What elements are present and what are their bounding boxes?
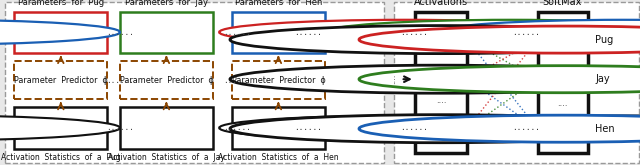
Bar (232, 61, 324, 99)
Bar (232, 12, 324, 53)
Text: ....: .... (436, 96, 446, 105)
Bar (15, 107, 107, 148)
Bar (415, 12, 467, 153)
Ellipse shape (0, 115, 8, 140)
Bar (394, 2, 639, 163)
Text: ......: ...... (223, 123, 251, 132)
Ellipse shape (359, 115, 640, 142)
Bar (232, 107, 324, 148)
Text: ....: .... (557, 99, 568, 108)
Bar (15, 12, 107, 53)
Bar (120, 12, 212, 53)
Text: Parameters  for  Pug: Parameters for Pug (18, 0, 104, 7)
Text: ......: ...... (512, 28, 540, 37)
Text: ......: ...... (512, 123, 540, 132)
Text: ......: ...... (223, 76, 251, 84)
Ellipse shape (359, 66, 640, 93)
Ellipse shape (437, 20, 640, 45)
Text: Parameters  for  Jay: Parameters for Jay (125, 0, 208, 7)
Text: ......: ...... (294, 123, 323, 132)
Text: Hen: Hen (595, 124, 615, 134)
Text: Parameter  Predictor  ϕ: Parameter Predictor ϕ (120, 76, 213, 84)
Bar (120, 61, 212, 99)
Bar (120, 107, 212, 148)
Text: Pug: Pug (595, 35, 614, 45)
Text: Activations: Activations (414, 0, 468, 7)
Ellipse shape (325, 20, 640, 45)
Text: ......: ...... (106, 28, 134, 37)
Bar (538, 12, 588, 153)
Ellipse shape (0, 20, 8, 45)
Text: Activation  Statistics  of  a  Hen: Activation Statistics of a Hen (218, 153, 339, 162)
Ellipse shape (437, 115, 640, 140)
Bar (15, 61, 107, 99)
Text: ....: .... (388, 74, 397, 84)
Text: Parameters  for  Hen: Parameters for Hen (235, 0, 322, 7)
Ellipse shape (230, 65, 640, 93)
Bar (5, 2, 384, 163)
Text: ......: ...... (400, 28, 428, 37)
Text: ......: ...... (400, 123, 428, 132)
Ellipse shape (0, 20, 120, 45)
Ellipse shape (230, 115, 640, 143)
Text: Activation  Statistics  of  a  Pug: Activation Statistics of a Pug (1, 153, 120, 162)
Ellipse shape (0, 115, 120, 140)
Ellipse shape (219, 115, 591, 140)
Text: Jay: Jay (595, 74, 610, 84)
Text: Parameter  Predictor  ϕ: Parameter Predictor ϕ (14, 76, 108, 84)
Text: ......: ...... (294, 28, 323, 37)
Ellipse shape (359, 26, 640, 53)
Text: ......: ...... (106, 76, 134, 84)
Text: ......: ...... (223, 28, 251, 37)
Ellipse shape (325, 115, 640, 140)
Text: Parameter  Predictor  ϕ: Parameter Predictor ϕ (232, 76, 325, 84)
Text: Activation  Statistics  of  a  Jay: Activation Statistics of a Jay (108, 153, 225, 162)
Ellipse shape (230, 26, 640, 54)
Text: ......: ...... (106, 123, 134, 132)
Ellipse shape (220, 20, 591, 45)
Text: SoftMax: SoftMax (543, 0, 582, 7)
